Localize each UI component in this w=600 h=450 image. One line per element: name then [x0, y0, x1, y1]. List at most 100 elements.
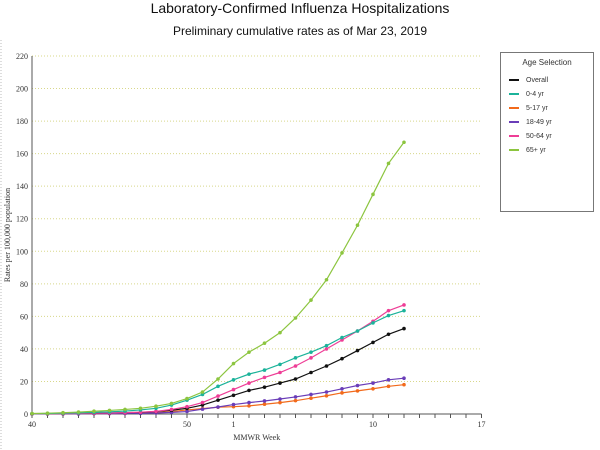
- data-point: [247, 404, 251, 408]
- data-point: [278, 400, 282, 405]
- data-point: [355, 329, 360, 333]
- data-point: [402, 140, 406, 145]
- data-point: [278, 397, 282, 401]
- legend-label: 5-17 yr: [526, 104, 548, 112]
- x-tick-label: 10: [369, 420, 377, 429]
- data-point: [247, 400, 251, 405]
- data-point: [200, 407, 205, 411]
- y-tick-label: 100: [16, 247, 28, 256]
- x-axis-label: MMWR Week: [233, 433, 280, 442]
- data-point: [402, 326, 406, 331]
- y-tick-label: 40: [20, 345, 28, 354]
- data-point: [247, 372, 251, 376]
- y-tick-label: 120: [16, 215, 28, 224]
- data-point: [386, 313, 391, 318]
- data-point: [61, 410, 65, 415]
- data-point: [200, 400, 205, 405]
- legend-item[interactable]: 65+ yr: [501, 143, 593, 157]
- data-point: [371, 386, 375, 391]
- legend-title: Age Selection: [522, 58, 572, 67]
- x-tick-label: 40: [28, 420, 36, 429]
- data-point: [293, 316, 298, 320]
- data-point: [324, 347, 329, 351]
- series-line-65-yr: [31, 141, 405, 415]
- legend-item[interactable]: 0-4 yr: [501, 87, 593, 101]
- data-point: [371, 381, 375, 385]
- legend-swatch: [509, 121, 519, 123]
- legend-swatch: [509, 149, 519, 151]
- legend-swatch: [509, 79, 519, 81]
- data-point: [231, 393, 236, 398]
- data-point: [402, 303, 406, 307]
- data-point: [185, 396, 189, 401]
- data-point: [340, 356, 344, 361]
- data-point: [355, 223, 360, 228]
- legend-item[interactable]: 50-64 yr: [501, 129, 593, 143]
- data-point: [309, 298, 313, 302]
- series-line-0-4-yr: [31, 310, 405, 415]
- data-point: [386, 308, 391, 313]
- data-point: [216, 405, 220, 409]
- data-point: [293, 356, 298, 360]
- data-point: [324, 343, 329, 348]
- data-point: [324, 390, 329, 394]
- legend-label: 18-49 yr: [526, 118, 552, 126]
- data-point: [138, 406, 143, 411]
- data-point: [309, 350, 313, 354]
- data-point: [371, 321, 375, 325]
- legend-swatch: [509, 107, 519, 109]
- x-tick-label: 17: [478, 420, 486, 429]
- legend: Age Selection Overall 0-4 yr 5-17 yr 18-49 …: [500, 52, 594, 212]
- y-tick-label: 220: [16, 52, 28, 61]
- data-point: [386, 161, 391, 166]
- data-point: [324, 277, 329, 282]
- data-point: [340, 386, 344, 391]
- data-point: [185, 404, 189, 409]
- legend-item[interactable]: 5-17 yr: [501, 101, 593, 115]
- legend-item[interactable]: 18-49 yr: [501, 115, 593, 129]
- data-point: [386, 332, 391, 337]
- legend-label: Overall: [526, 76, 549, 84]
- y-tick-label: 60: [20, 312, 28, 321]
- data-point: [293, 395, 298, 399]
- legend-item[interactable]: Overall: [501, 73, 593, 87]
- data-point: [293, 398, 298, 403]
- data-point: [247, 388, 251, 393]
- data-point: [169, 407, 174, 412]
- chart-subtitle: Preliminary cumulative rates as of Mar 2…: [172, 24, 428, 38]
- data-point: [324, 393, 329, 398]
- data-point: [262, 399, 267, 403]
- data-point: [216, 384, 220, 389]
- data-point: [371, 192, 375, 197]
- data-point: [386, 378, 391, 382]
- data-point: [293, 364, 298, 368]
- data-point: [247, 381, 251, 385]
- x-tick-label: 50: [183, 420, 191, 429]
- data-point: [262, 402, 267, 407]
- data-point: [216, 398, 220, 402]
- y-tick-label: 20: [20, 377, 28, 386]
- data-point: [309, 370, 313, 375]
- y-tick-label: 200: [16, 85, 28, 94]
- data-point: [340, 251, 344, 255]
- data-point: [278, 362, 282, 367]
- legend-swatch: [509, 93, 519, 95]
- data-point: [185, 409, 189, 414]
- data-point: [309, 392, 313, 397]
- data-point: [216, 377, 220, 381]
- data-point: [293, 377, 298, 381]
- data-point: [355, 348, 360, 353]
- data-point: [231, 361, 236, 366]
- y-tick-label: 80: [20, 280, 28, 289]
- data-point: [278, 370, 282, 375]
- legend-swatch: [509, 135, 519, 137]
- data-point: [231, 387, 236, 392]
- data-point: [309, 356, 313, 360]
- data-point: [262, 375, 267, 380]
- legend-label: 0-4 yr: [526, 90, 544, 98]
- data-point: [169, 401, 174, 406]
- data-point: [30, 411, 34, 416]
- y-tick-label: 180: [16, 117, 28, 126]
- data-point: [402, 376, 406, 381]
